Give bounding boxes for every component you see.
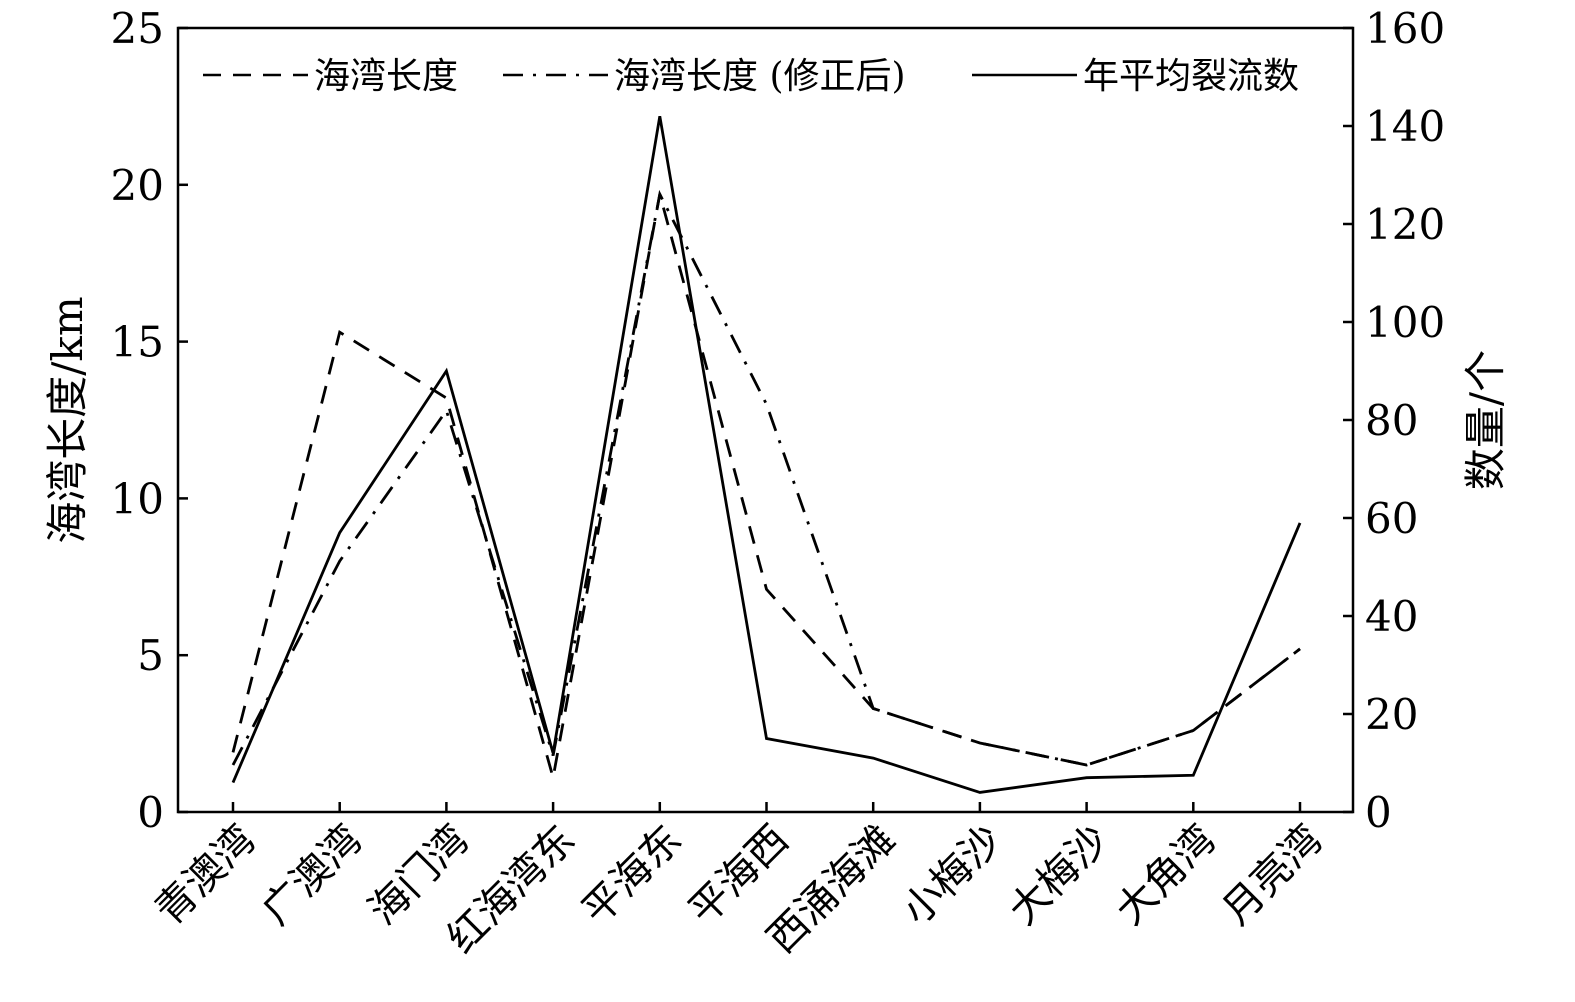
- y-right-label: 数量/个: [1461, 350, 1510, 490]
- right-tick-label: 120: [1365, 200, 1445, 249]
- right-tick-label: 140: [1365, 102, 1445, 151]
- right-tick-label: 160: [1365, 4, 1445, 53]
- right-tick-label: 100: [1365, 298, 1445, 347]
- left-tick-label: 10: [111, 474, 164, 523]
- x-tick-label: 平海东: [573, 817, 690, 934]
- left-axis: 0 5 10 15 20 25: [111, 4, 188, 837]
- right-tick-label: 80: [1365, 396, 1418, 445]
- plot-frame: [176, 26, 1355, 814]
- legend-label-bay-length: 海湾长度: [314, 56, 458, 97]
- x-tick-label: 青澳湾: [147, 817, 264, 934]
- left-tick-label: 5: [137, 631, 164, 680]
- series-line-1: [231, 189, 1301, 767]
- x-tick-label: 小梅沙: [894, 817, 1011, 934]
- left-tick-label: 20: [111, 161, 164, 210]
- right-axis: 0 20 40 60 80 100 120 140 160: [1343, 4, 1445, 837]
- x-tick-label: 大梅沙: [1000, 817, 1117, 934]
- right-tick-label: 20: [1365, 690, 1418, 739]
- x-tick-label: 广澳湾: [253, 817, 370, 934]
- legend-label-rip-current-count: 年平均裂流数: [1083, 56, 1299, 97]
- legend: 海湾长度 海湾长度 (修正后) 年平均裂流数: [203, 56, 1299, 97]
- x-tick-label: 大角湾: [1107, 817, 1224, 934]
- x-tick-label: 月亮湾: [1214, 817, 1331, 934]
- series-line-0: [231, 193, 1301, 778]
- left-tick-label: 15: [111, 318, 164, 367]
- left-tick-label: 0: [137, 788, 164, 837]
- left-tick-label: 25: [111, 4, 164, 53]
- y-left-label: 海湾长度/km: [43, 296, 92, 543]
- right-tick-label: 60: [1365, 494, 1418, 543]
- right-tick-label: 0: [1365, 788, 1392, 837]
- series-layer: [231, 115, 1302, 794]
- legend-label-bay-length-corrected: 海湾长度 (修正后): [614, 56, 906, 97]
- series-line-2: [231, 115, 1302, 794]
- right-tick-label: 40: [1365, 592, 1418, 641]
